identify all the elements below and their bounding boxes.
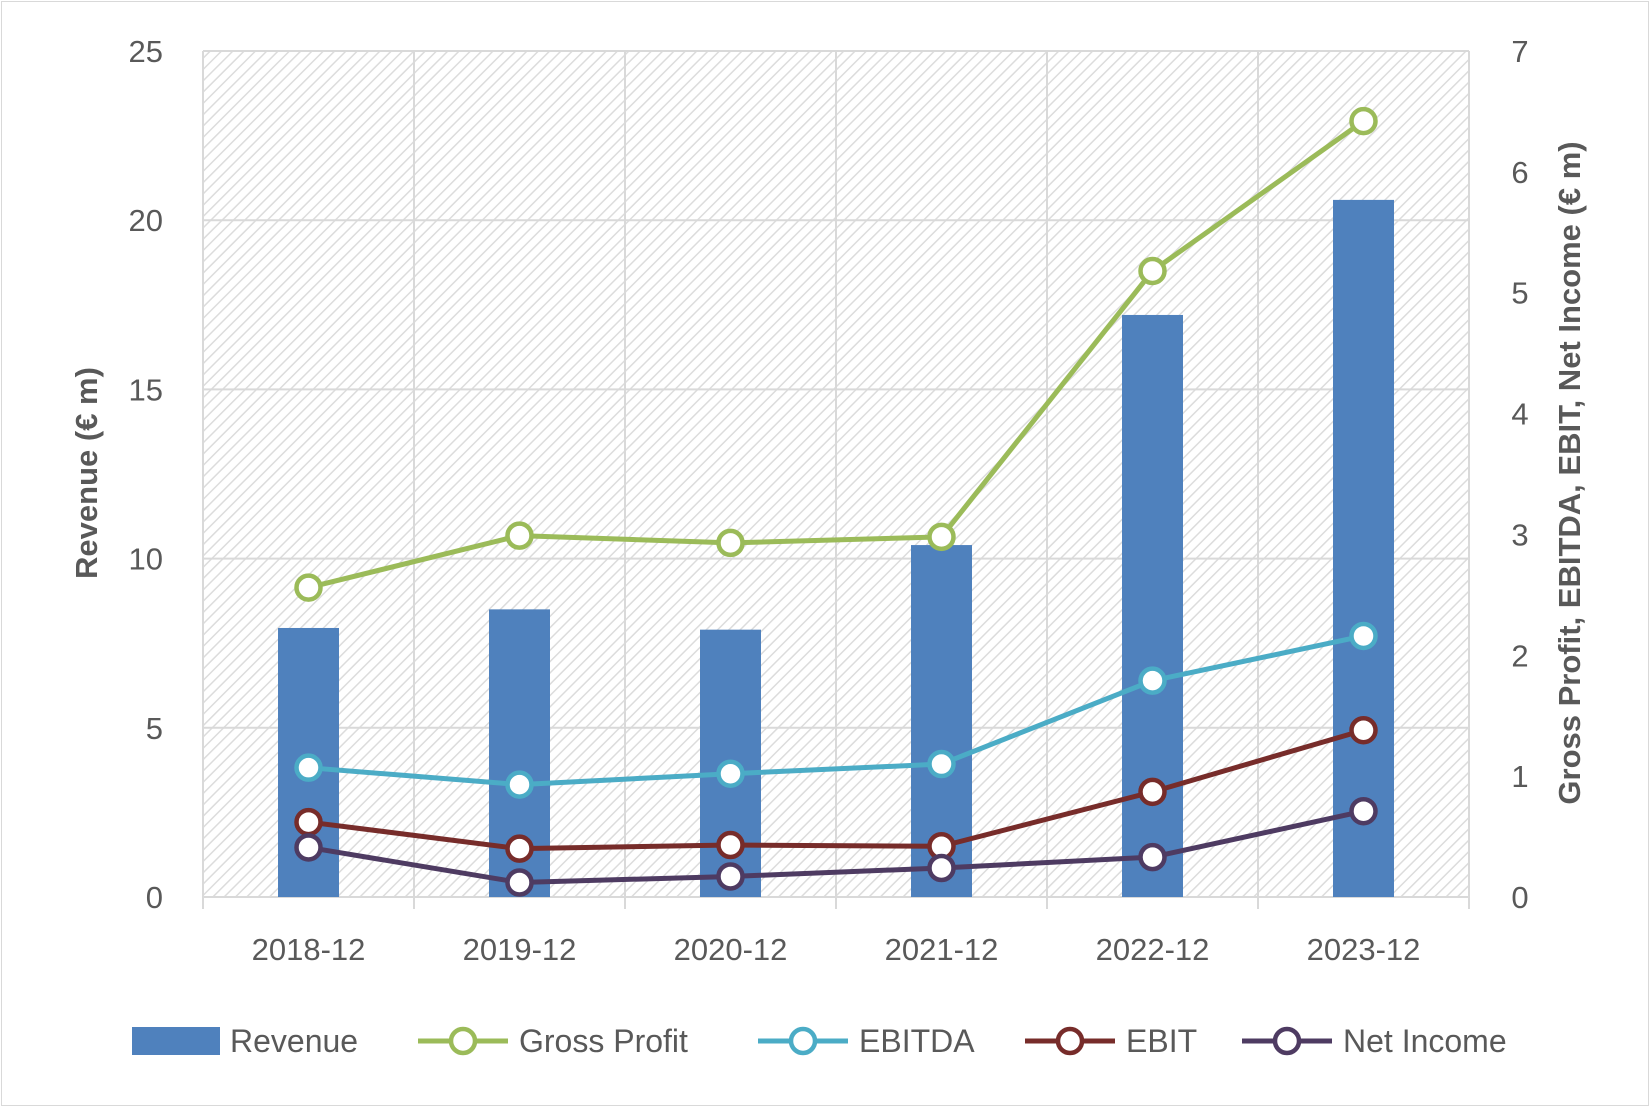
x-tick-label: 2021-12 (885, 932, 999, 967)
legend-label: Gross Profit (519, 1023, 688, 1059)
right-tick-label: 5 (1511, 276, 1528, 311)
data-point (716, 528, 745, 558)
data-point (1138, 256, 1167, 286)
data-point (294, 807, 323, 837)
right-tick-label: 2 (1511, 638, 1528, 673)
series-line (308, 727, 1365, 852)
data-point (1349, 715, 1378, 745)
data-point (294, 833, 323, 862)
legend-swatch-marker (788, 1026, 818, 1056)
x-tick-label: 2023-12 (1307, 932, 1421, 967)
left-axis-ticks: 0 5 10 15 20 25 (129, 34, 163, 915)
data-point (294, 753, 323, 782)
data-point (505, 521, 534, 550)
legend-item-ebit: EBIT (1025, 1023, 1197, 1059)
right-tick-label: 1 (1511, 759, 1528, 794)
left-tick-label: 20 (129, 203, 163, 238)
series-line (307, 119, 1365, 591)
data-point (505, 834, 534, 863)
legend: Revenue Gross Profit EBITDA EBIT Net Income (132, 1023, 1507, 1059)
series-ebitda (294, 621, 1378, 799)
left-tick-label: 25 (129, 34, 163, 69)
legend-label: EBITDA (859, 1023, 975, 1059)
x-tick-label: 2020-12 (674, 932, 788, 967)
data-point (1349, 106, 1378, 136)
right-tick-label: 6 (1511, 155, 1528, 190)
legend-swatch (132, 1027, 220, 1055)
series-line (308, 808, 1365, 885)
data-point (927, 853, 956, 883)
x-tick-label: 2022-12 (1096, 932, 1210, 967)
revenue-bar (1333, 199, 1394, 897)
right-axis-title: Gross Profit, EBITDA, EBIT, Net Income (… (1552, 141, 1587, 804)
series-line (308, 633, 1365, 788)
legend-swatch-marker (1055, 1026, 1085, 1056)
right-tick-label: 3 (1511, 517, 1528, 552)
left-tick-label: 15 (129, 372, 163, 407)
data-point (927, 522, 956, 552)
x-tick-label: 2019-12 (463, 932, 577, 967)
data-point (1138, 666, 1167, 695)
data-point (505, 770, 534, 799)
legend-item-ebitda: EBITDA (758, 1023, 975, 1059)
line-series (294, 106, 1378, 897)
data-point (294, 573, 323, 602)
data-point (1349, 796, 1378, 826)
right-tick-label: 4 (1511, 397, 1528, 432)
gridlines (202, 50, 1470, 909)
series-gross-profit (294, 106, 1378, 602)
legend-item-gross-profit: Gross Profit (418, 1023, 688, 1059)
series-net-income (294, 796, 1378, 897)
data-point (716, 759, 745, 788)
right-tick-label: 7 (1511, 34, 1528, 69)
data-point (505, 868, 534, 897)
revenue-bar (1122, 314, 1183, 897)
series-ebit (294, 715, 1378, 863)
legend-item-revenue: Revenue (132, 1023, 358, 1059)
left-axis-title: Revenue (€ m) (69, 367, 104, 579)
right-tick-label: 0 (1511, 880, 1528, 915)
data-point (1138, 777, 1167, 807)
right-axis-ticks: 0 1 2 3 4 5 6 7 (1511, 34, 1528, 915)
legend-label: EBIT (1126, 1023, 1197, 1059)
data-point (927, 749, 956, 779)
left-tick-label: 5 (146, 711, 163, 746)
x-tick-label: 2018-12 (252, 932, 366, 967)
x-axis-ticks: 2018-12 2019-12 2020-12 2021-12 2022-12 2023-… (252, 932, 1421, 967)
legend-swatch-marker (1272, 1026, 1302, 1056)
legend-label: Revenue (230, 1023, 358, 1059)
data-point (1349, 621, 1378, 651)
legend-label: Net Income (1343, 1023, 1507, 1059)
legend-item-net-income: Net Income (1242, 1023, 1507, 1059)
data-point (716, 830, 745, 860)
left-tick-label: 0 (146, 880, 163, 915)
data-point (716, 862, 745, 891)
data-point (1138, 842, 1167, 872)
legend-swatch-marker (448, 1026, 478, 1056)
left-tick-label: 10 (129, 542, 163, 577)
